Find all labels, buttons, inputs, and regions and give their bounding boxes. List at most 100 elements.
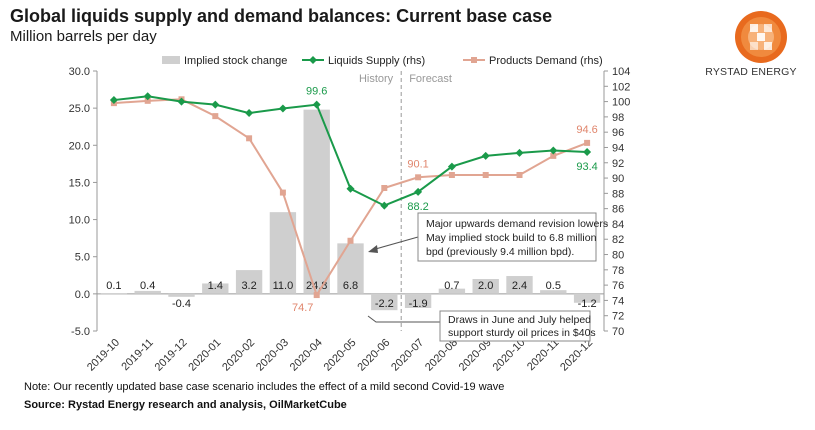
demand-point xyxy=(381,185,388,191)
demand-point-label: 90.1 xyxy=(407,158,428,170)
bar xyxy=(506,276,533,294)
demand-point xyxy=(313,292,320,299)
supply-point xyxy=(109,96,118,105)
legend-bar-label: Implied stock change xyxy=(184,55,287,67)
bar xyxy=(134,290,161,294)
bar-value-label: 11.0 xyxy=(273,280,294,292)
bar xyxy=(438,288,466,294)
legend-demand-label: Products Demand (rhs) xyxy=(489,55,603,67)
supply-point xyxy=(481,151,490,160)
right-axis-tick-label: 102 xyxy=(612,81,630,93)
right-axis-tick-label: 98 xyxy=(612,112,624,124)
demand-point xyxy=(448,172,455,178)
supply-point xyxy=(245,109,254,118)
demand-point-label: 74.7 xyxy=(292,302,313,314)
demand-point xyxy=(516,172,523,178)
bar-value-label: -1.9 xyxy=(409,298,428,310)
supply-point-label: 99.6 xyxy=(306,86,327,98)
annotation-text: May implied stock build to 6.8 million xyxy=(426,232,597,244)
left-axis-tick-label: -5.0 xyxy=(71,326,90,338)
supply-point xyxy=(278,104,287,113)
left-axis-tick-label: 15.0 xyxy=(69,177,90,189)
chart-source: Source: Rystad Energy research and analy… xyxy=(24,399,347,411)
bar xyxy=(337,243,364,294)
right-axis-tick-label: 86 xyxy=(612,204,624,216)
x-axis-tick-label: 2020-08 xyxy=(423,337,460,374)
bar xyxy=(100,293,128,295)
bar-value-label: 1.4 xyxy=(208,280,223,292)
x-axis-tick-label: 2019-10 xyxy=(85,337,122,374)
left-axis-tick-label: 25.0 xyxy=(69,103,90,115)
right-axis-tick-label: 80 xyxy=(612,250,624,262)
bar-value-label: 0.5 xyxy=(546,280,561,292)
legend-demand-marker xyxy=(471,57,477,63)
bar-value-label: -2.2 xyxy=(375,298,394,310)
x-axis-tick-label: 2020-07 xyxy=(389,337,426,374)
annotation-text: Draws in June and July helped xyxy=(448,314,591,326)
bar xyxy=(303,109,330,294)
supply-point xyxy=(177,97,186,106)
demand-point xyxy=(279,189,286,196)
x-axis-tick-label: 2020-04 xyxy=(288,337,325,374)
x-axis-tick-label: 2020-11 xyxy=(525,337,561,373)
bar xyxy=(371,293,398,311)
supply-point xyxy=(583,148,592,157)
x-axis-tick-label: 2020-12 xyxy=(558,337,595,374)
bar-value-label: 2.0 xyxy=(478,280,493,292)
bar-value-label: -0.4 xyxy=(172,298,191,310)
chart-subtitle: Million barrels per day xyxy=(10,28,157,45)
left-axis-tick-label: 20.0 xyxy=(69,140,90,152)
right-axis-tick-label: 74 xyxy=(612,295,624,307)
supply-point xyxy=(549,146,558,155)
supply-point xyxy=(515,148,524,157)
bar xyxy=(573,293,601,303)
bar xyxy=(540,290,567,294)
bar-value-label: 2.4 xyxy=(512,280,527,292)
bar-value-label: 0.7 xyxy=(444,280,459,292)
right-axis-tick-label: 76 xyxy=(612,280,624,292)
right-axis-tick-label: 72 xyxy=(612,311,624,323)
bar-value-label: 0.1 xyxy=(106,280,121,292)
x-axis-tick-label: 2020-05 xyxy=(322,337,359,374)
annotation-arrow xyxy=(371,236,419,251)
bar xyxy=(202,283,229,294)
demand-point xyxy=(415,174,422,181)
annotation-text: Major upwards demand revision lowers xyxy=(426,218,608,230)
chart: -5.0 0.0 5.0 10.0 15.0 20.0 25.0 30.0 70 72 74 76 78… xyxy=(69,55,631,374)
left-axis-tick-label: 10.0 xyxy=(69,215,90,227)
annotation-arrow xyxy=(367,315,440,323)
demand-point xyxy=(584,139,591,146)
demand-point xyxy=(144,97,151,104)
bar xyxy=(235,270,263,294)
right-axis-tick-label: 90 xyxy=(612,173,624,185)
supply-point xyxy=(211,100,220,109)
rystad-logo-icon xyxy=(735,11,787,63)
left-axis-tick-label: 30.0 xyxy=(69,66,90,78)
legend-supply-label: Liquids Supply (rhs) xyxy=(328,55,425,67)
bar-value-label: -1.2 xyxy=(578,298,597,310)
annotation-box xyxy=(417,212,597,262)
right-axis-tick-label: 88 xyxy=(612,188,624,200)
bar xyxy=(404,293,432,308)
right-axis-tick-label: 94 xyxy=(612,142,624,154)
supply-point xyxy=(346,184,355,193)
x-axis-tick-label: 2020-02 xyxy=(220,337,257,374)
demand-point xyxy=(212,113,219,120)
supply-point xyxy=(447,162,456,171)
bar-value-label: 6.8 xyxy=(343,280,358,292)
history-label: History xyxy=(359,73,394,85)
x-axis-tick-label: 2020-09 xyxy=(457,337,494,374)
legend-bar-swatch xyxy=(162,56,180,64)
right-axis-tick-label: 78 xyxy=(612,265,624,277)
bar xyxy=(168,293,195,297)
right-axis-tick-label: 84 xyxy=(612,219,624,231)
forecast-label: Forecast xyxy=(409,73,452,85)
supply-point xyxy=(312,100,321,109)
x-axis-tick-label: 2020-06 xyxy=(355,337,392,374)
x-axis-tick-label: 2020-03 xyxy=(254,337,291,374)
demand-point xyxy=(347,237,354,244)
x-axis-tick-label: 2020-01 xyxy=(186,337,223,374)
legend-supply-marker xyxy=(309,56,317,64)
bar xyxy=(269,212,297,294)
brand-name: RYSTAD ENERGY xyxy=(705,66,797,78)
